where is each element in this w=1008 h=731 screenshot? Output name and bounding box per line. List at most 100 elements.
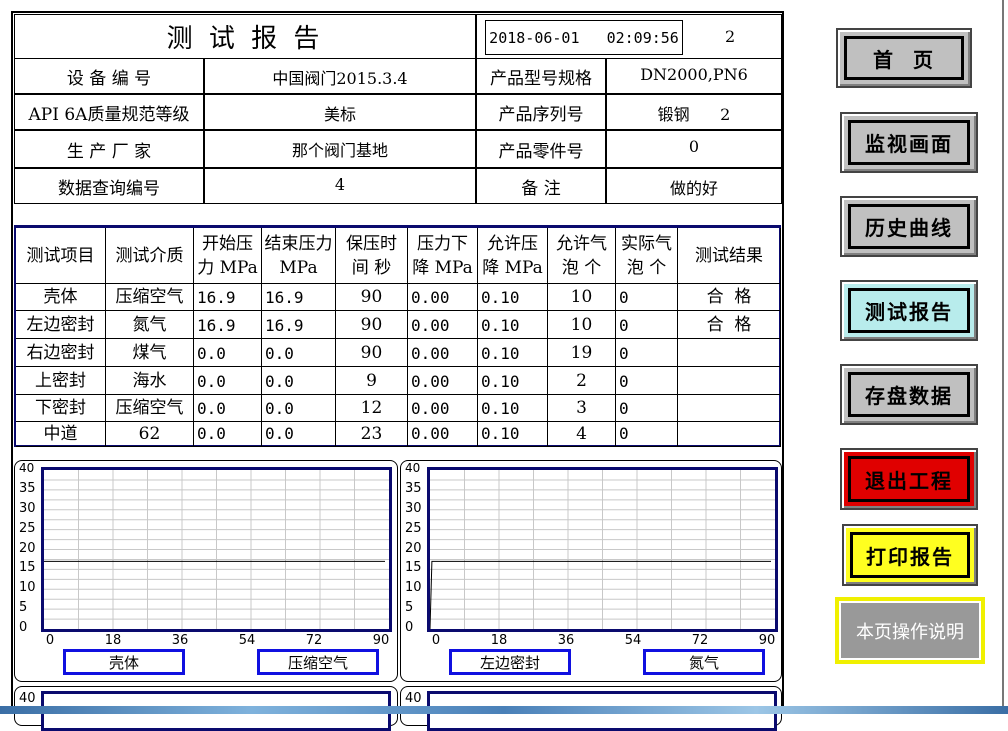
table-cell: [678, 339, 781, 367]
table-cell: 0.10: [478, 284, 548, 311]
table-cell: 合 格: [678, 311, 781, 339]
x-tick: 72: [691, 633, 709, 648]
help-button[interactable]: 本页操作说明: [841, 603, 979, 658]
y-tick: 40: [19, 691, 36, 706]
info-label2: 产品型号规格: [476, 58, 606, 94]
table-cell: 合 格: [678, 284, 781, 311]
table-cell: 0.0: [262, 395, 336, 422]
table-cell: 0: [616, 422, 678, 447]
y-tick: 15: [19, 560, 36, 576]
exit-project-button[interactable]: 退出工程: [840, 448, 978, 510]
column-header: 压力下降 MPa: [408, 228, 478, 284]
x-tick: 72: [305, 633, 323, 648]
y-tick: 25: [19, 520, 36, 536]
table-cell: 0.00: [408, 422, 478, 447]
y-tick: 25: [405, 520, 422, 536]
y-tick: 35: [19, 480, 36, 496]
table-cell: 12: [336, 395, 408, 422]
table-cell: 0.10: [478, 422, 548, 447]
column-header: 允许气泡 个: [548, 228, 616, 284]
info-value: 中国阀门2015.3.4: [204, 58, 476, 94]
table-cell: 16.9: [262, 311, 336, 339]
y-tick: 5: [19, 600, 28, 616]
table-cell: 氮气: [106, 311, 194, 339]
table-cell: 0: [616, 367, 678, 395]
home-button-label: 首 页: [844, 36, 964, 80]
chart-label-medium: 压缩空气: [257, 649, 379, 675]
chart-svg: [44, 470, 389, 629]
save-data-button[interactable]: 存盘数据: [840, 364, 978, 425]
column-header: 开始压力 MPa: [194, 228, 262, 284]
column-header: 测试介质: [106, 228, 194, 284]
exit-project-button-label: 退出工程: [848, 456, 970, 502]
table-cell: 19: [548, 339, 616, 367]
y-tick: 0: [19, 620, 28, 635]
x-tick: 18: [490, 633, 508, 648]
table-cell: 0.00: [408, 395, 478, 422]
x-tick: 18: [104, 633, 122, 648]
y-tick: 10: [19, 580, 36, 596]
monitor-button-label: 监视画面: [848, 120, 970, 165]
x-tick: 36: [557, 633, 575, 648]
table-cell: 0.0: [194, 339, 262, 367]
test-report-button-label: 测试报告: [848, 288, 970, 333]
table-cell: 0: [616, 395, 678, 422]
chart-label-item: 左边密封: [449, 649, 571, 675]
x-tick: 54: [624, 633, 642, 648]
table-cell: 左边密封: [16, 311, 106, 339]
test-report-button[interactable]: 测试报告: [840, 280, 978, 341]
table-cell: 0.10: [478, 311, 548, 339]
info-label2: 产品序列号: [476, 94, 606, 130]
info-label: 设 备 编 号: [14, 58, 204, 94]
column-header: 保压时间 秒: [336, 228, 408, 284]
table-cell: 0.0: [194, 422, 262, 447]
plot-area: [41, 467, 392, 632]
column-header: 允许压降 MPa: [478, 228, 548, 284]
table-cell: 海水: [106, 367, 194, 395]
info-value2: 做的好: [606, 168, 782, 204]
column-header: 实际气泡 个: [616, 228, 678, 284]
print-report-button[interactable]: 打印报告: [842, 524, 978, 586]
info-label: API 6A质量规范等级: [14, 94, 204, 130]
y-tick: 40: [405, 691, 422, 706]
y-tick: 20: [19, 540, 36, 556]
history-curve-button-label: 历史曲线: [848, 204, 970, 249]
x-tick: 90: [758, 633, 776, 648]
taskbar-strip: [0, 706, 1008, 714]
table-cell: 10: [548, 311, 616, 339]
save-data-button-label: 存盘数据: [848, 372, 970, 417]
chart-label-medium: 氮气: [643, 649, 765, 675]
help-button-wrap[interactable]: 本页操作说明: [835, 597, 985, 664]
table-cell: [678, 395, 781, 422]
table-cell: 16.9: [194, 284, 262, 311]
table-cell: 0.0: [262, 422, 336, 447]
monitor-button[interactable]: 监视画面: [840, 112, 978, 173]
table-cell: 0: [616, 339, 678, 367]
column-header: 测试结果: [678, 228, 781, 284]
y-tick: 40: [19, 461, 35, 475]
table-cell: 壳体: [16, 284, 106, 311]
y-tick: 35: [405, 480, 422, 496]
info-label: 数据查询编号: [14, 168, 204, 204]
home-button[interactable]: 首 页: [836, 28, 972, 88]
y-tick: 30: [19, 500, 36, 516]
history-curve-button[interactable]: 历史曲线: [840, 196, 978, 257]
table-cell: 10: [548, 284, 616, 311]
test-results-table: 测试项目 测试介质 开始压力 MPa 结束压力 MPa 保压时间 秒压力下降 MPa 允许…: [14, 226, 781, 447]
table-cell: 0: [616, 311, 678, 339]
window-edge: [1002, 0, 1004, 714]
datetime-display: 2018-06-01 02:09:56: [485, 20, 683, 55]
y-tick: 30: [405, 500, 422, 516]
table-cell: 0.0: [262, 339, 336, 367]
y-tick: 0: [405, 620, 414, 635]
table-cell: 0.0: [262, 367, 336, 395]
info-value: 那个阀门基地: [204, 130, 476, 168]
table-cell: 0: [616, 284, 678, 311]
info-value: 4: [204, 168, 476, 204]
table-cell: [678, 422, 781, 447]
table-cell: 23: [336, 422, 408, 447]
table-cell: 中道: [16, 422, 106, 447]
spacer-row: [14, 204, 781, 226]
x-tick: 54: [238, 633, 256, 648]
table-cell: 90: [336, 339, 408, 367]
